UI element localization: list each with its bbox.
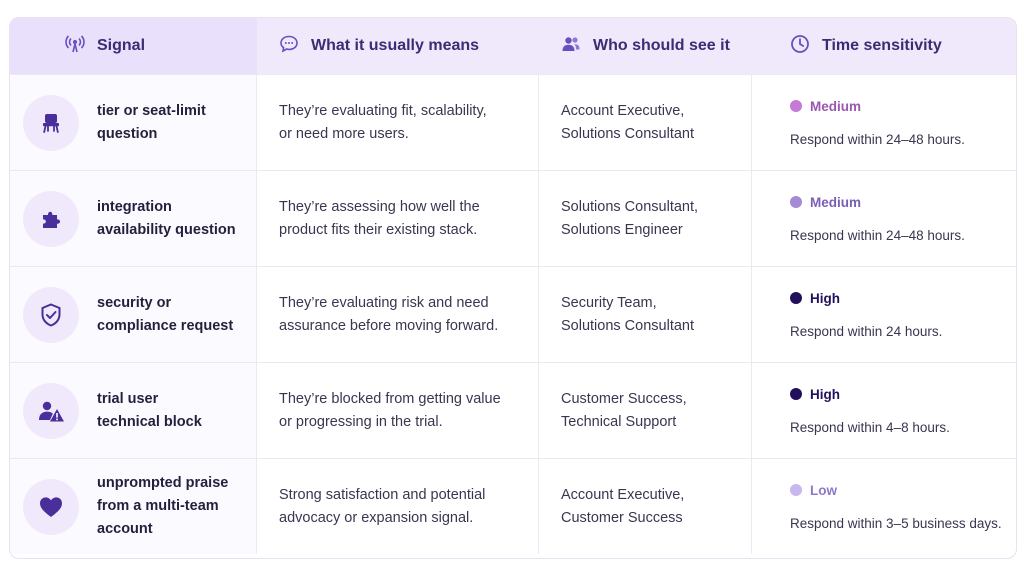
level-badge: Medium [790, 191, 861, 214]
clock-icon [790, 34, 810, 59]
respond-text: Respond within 3–5 business days. [790, 515, 1002, 531]
signal-table: Signal What it usually means Who shoul [9, 17, 1017, 559]
chair-icon [23, 94, 79, 151]
level-badge: High [790, 287, 840, 310]
level-badge: Medium [790, 95, 861, 118]
level-dot [790, 484, 802, 496]
audience-cell: Solutions Consultant, Solutions Engineer [539, 171, 752, 266]
table-row: unprompted praise from a multi-team acco… [10, 458, 1016, 554]
level-dot [790, 196, 802, 208]
time-cell: Low Respond within 3–5 business days. [752, 459, 1016, 554]
signal-label: integration availability question [97, 198, 236, 238]
signal-label: unprompted praise from a multi-team acco… [97, 475, 229, 537]
respond-text: Respond within 24–48 hours. [790, 227, 965, 243]
respond-text: Respond within 24 hours. [790, 323, 943, 339]
broadcast-icon [65, 34, 85, 59]
time-cell: High Respond within 24 hours. [752, 267, 1016, 362]
signal-label: trial user technical block [97, 390, 202, 430]
respond-text: Respond within 4–8 hours. [790, 419, 950, 435]
level-dot [790, 100, 802, 112]
header-time: Time sensitivity [752, 18, 1016, 74]
meaning-cell: They’re evaluating risk and need assuran… [257, 267, 539, 362]
level-badge: Low [790, 479, 837, 502]
meaning-cell: They’re assessing how well the product f… [257, 171, 539, 266]
header-audience: Who should see it [539, 18, 752, 74]
header-meaning-label: What it usually means [311, 37, 480, 54]
audience-cell: Security Team, Solutions Consultant [539, 267, 752, 362]
meaning-cell: They’re blocked from getting value or pr… [257, 363, 539, 458]
signal-label: tier or seat-limit question [97, 102, 206, 142]
signal-cell: unprompted praise from a multi-team acco… [10, 459, 257, 554]
puzzle-icon [23, 190, 79, 247]
meaning-cell: Strong satisfaction and potential advoca… [257, 459, 539, 554]
users-icon [561, 34, 581, 59]
audience-cell: Account Executive, Customer Success [539, 459, 752, 554]
signal-cell: trial user technical block [10, 363, 257, 458]
table-row: trial user technical block They’re block… [10, 362, 1016, 458]
level-label: High [810, 386, 840, 402]
meaning-cell: They’re evaluating fit, scalability, or … [257, 75, 539, 170]
header-signal: Signal [10, 18, 257, 74]
audience-cell: Customer Success, Technical Support [539, 363, 752, 458]
table-header: Signal What it usually means Who shoul [10, 18, 1016, 74]
table-row: integration availability question They’r… [10, 170, 1016, 266]
heart-icon [23, 478, 79, 535]
level-label: Medium [810, 194, 862, 210]
speech-bubble-icon [279, 34, 299, 59]
level-badge: High [790, 383, 840, 406]
table-row: security or compliance request They’re e… [10, 266, 1016, 362]
shield-check-icon [23, 286, 79, 343]
time-cell: High Respond within 4–8 hours. [752, 363, 1016, 458]
header-signal-label: Signal [97, 37, 146, 54]
signal-cell: integration availability question [10, 171, 257, 266]
table-body: tier or seat-limit question They’re eval… [10, 74, 1016, 554]
level-label: Medium [810, 98, 862, 114]
user-warning-icon [23, 382, 79, 439]
time-cell: Medium Respond within 24–48 hours. [752, 171, 1016, 266]
header-meaning: What it usually means [257, 18, 539, 74]
level-label: High [810, 290, 840, 306]
time-cell: Medium Respond within 24–48 hours. [752, 75, 1016, 170]
audience-cell: Account Executive, Solutions Consultant [539, 75, 752, 170]
level-label: Low [810, 482, 837, 498]
header-time-label: Time sensitivity [822, 37, 942, 54]
respond-text: Respond within 24–48 hours. [790, 131, 965, 147]
header-audience-label: Who should see it [593, 37, 730, 54]
table-row: tier or seat-limit question They’re eval… [10, 74, 1016, 170]
signal-cell: security or compliance request [10, 267, 257, 362]
level-dot [790, 388, 802, 400]
signal-label: security or compliance request [97, 294, 234, 334]
level-dot [790, 292, 802, 304]
signal-cell: tier or seat-limit question [10, 75, 257, 170]
